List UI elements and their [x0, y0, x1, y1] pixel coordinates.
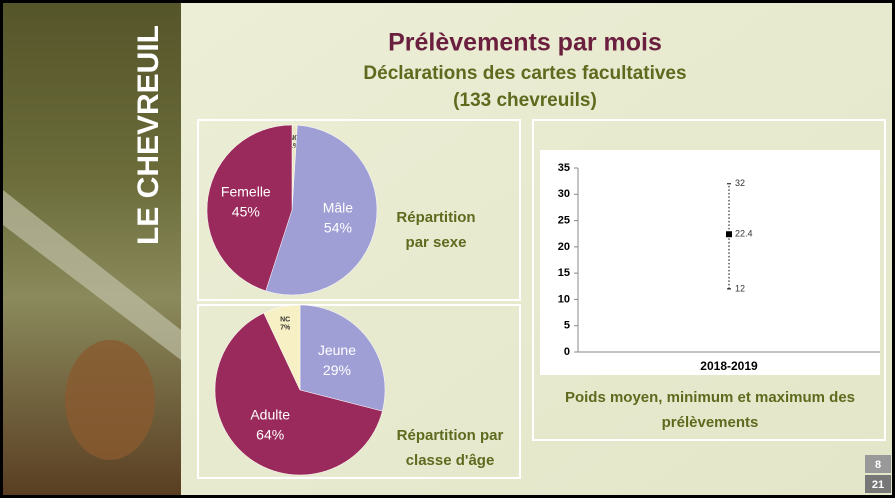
y-tick-label: 5: [564, 320, 570, 332]
slice-label: Adulte: [250, 407, 290, 423]
page-number: 8: [875, 459, 881, 471]
slice-label: Mâle: [323, 199, 354, 215]
low-label: 12: [735, 283, 745, 293]
y-tick-label: 25: [558, 214, 570, 226]
y-tick-label: 0: [564, 346, 570, 358]
mean-label: 22.4: [735, 229, 753, 239]
slice-label: Jeune: [318, 342, 356, 358]
slice-label: Femelle: [221, 183, 271, 199]
y-tick-label: 35: [558, 162, 570, 174]
slice-label: NC: [280, 316, 290, 323]
chart-title: Répartition par classe d'âge: [385, 423, 515, 473]
page-number: 21: [872, 479, 884, 491]
slice-value-label: 29%: [323, 362, 351, 378]
high-label: 32: [735, 178, 745, 188]
deer-shape: [65, 340, 155, 460]
slide-title: Prélèvements par mois: [388, 29, 662, 57]
chart-title: Poids moyen, minimum et maximum des prél…: [545, 385, 875, 435]
slice-value-label: 64%: [256, 427, 284, 443]
chart-title: Répartition par sexe: [390, 205, 482, 255]
subtitle: (133 chevreuils): [453, 90, 597, 111]
y-tick-label: 15: [558, 267, 570, 279]
subtitle: Déclarations des cartes facultatives: [363, 63, 686, 84]
x-tick-label: 2018-2019: [700, 359, 758, 373]
mean-point: [726, 231, 732, 237]
y-tick-label: 30: [558, 188, 570, 200]
y-tick-label: 10: [558, 293, 570, 305]
y-tick-label: 20: [558, 241, 570, 253]
slice-value-label: 54%: [324, 219, 352, 235]
slice-value-label: 7%: [280, 324, 291, 331]
side-title: LE CHEVREUIL: [132, 25, 165, 245]
slide: LE CHEVREUIL Prélèvements par mois Décla…: [0, 0, 895, 498]
plot-area: [540, 150, 880, 375]
slice-value-label: 45%: [232, 203, 260, 219]
